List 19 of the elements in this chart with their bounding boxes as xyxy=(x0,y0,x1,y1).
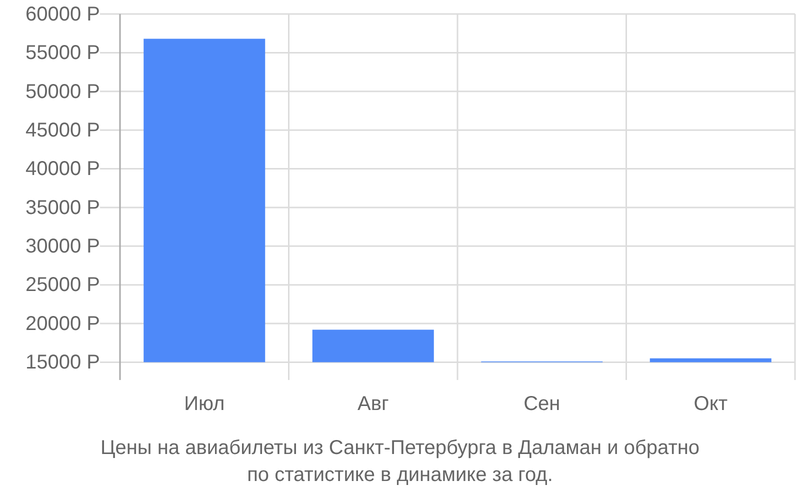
bar xyxy=(144,38,266,362)
y-tick-label: 15000 Р xyxy=(25,352,100,374)
x-tick-label: Авг xyxy=(357,393,389,416)
y-tick-label: 25000 Р xyxy=(25,274,100,296)
y-tick-label: 40000 Р xyxy=(25,158,100,180)
y-tick-label: 60000 Р xyxy=(25,3,100,26)
y-tick-label: 20000 Р xyxy=(25,312,100,335)
y-tick-label: 30000 Р xyxy=(25,236,100,258)
x-tick-label: Сен xyxy=(524,393,560,416)
bar xyxy=(650,358,772,362)
y-tick-label: 35000 Р xyxy=(25,196,100,219)
y-tick-label: 45000 Р xyxy=(25,119,100,142)
x-tick-label: Окт xyxy=(694,393,728,416)
y-tick-label: 50000 Р xyxy=(25,80,100,103)
y-tick-label: 55000 Р xyxy=(25,42,100,64)
text: по статистике в динамике за год. xyxy=(247,464,553,486)
bar xyxy=(312,330,434,362)
text: Цены на авиабилеты из Санкт-Петербурга в Даламан и обратно xyxy=(100,437,700,459)
x-tick-label: Июл xyxy=(184,393,225,416)
